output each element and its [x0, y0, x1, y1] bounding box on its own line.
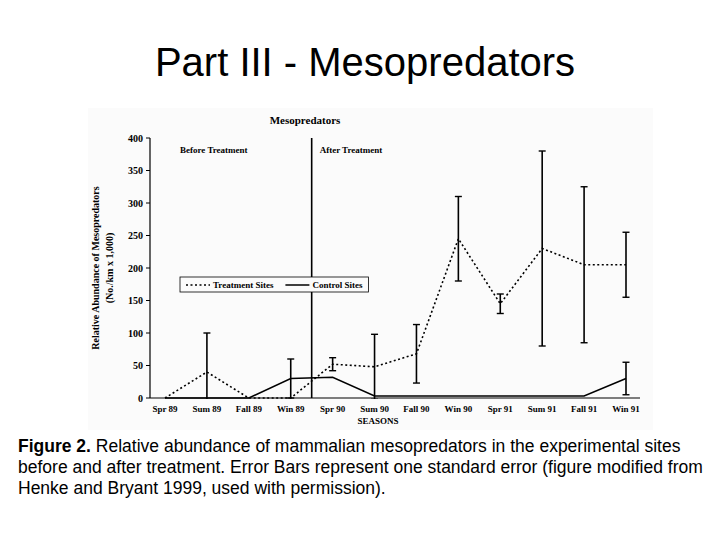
error-bar — [497, 294, 504, 314]
error-bar-cap — [287, 397, 294, 398]
x-tick-label: Spr 90 — [320, 404, 346, 414]
error-bar-cap — [623, 232, 630, 233]
x-tick-label: Fall 90 — [403, 404, 430, 414]
error-bar-cap — [455, 280, 462, 281]
x-tick-label: Sum 90 — [360, 404, 389, 414]
error-bar — [581, 187, 588, 343]
legend-swatch — [186, 284, 210, 286]
treatment-divider — [311, 138, 313, 398]
y-tick — [146, 365, 150, 366]
error-bar-cap — [623, 362, 630, 363]
error-bar-cap — [497, 293, 504, 294]
error-bar-cap — [329, 370, 336, 371]
error-bar-stem — [499, 294, 501, 314]
error-bar-cap — [623, 297, 630, 298]
y-tick-label: 250 — [128, 230, 143, 241]
marks — [165, 151, 630, 399]
legend-swatch — [285, 284, 309, 286]
error-bar-stem — [206, 333, 208, 399]
error-bar — [455, 197, 462, 282]
error-bar — [623, 232, 630, 297]
error-bar-stem — [625, 232, 627, 297]
error-bar — [329, 358, 336, 371]
caption-text: Relative abundance of mammalian mesopred… — [18, 436, 703, 498]
error-bar-stem — [374, 334, 376, 399]
error-bar-cap — [371, 334, 378, 335]
y-tick-label: 100 — [128, 328, 143, 339]
error-bar — [413, 325, 420, 384]
y-tick-label: 400 — [128, 133, 143, 144]
x-tick-label: Win 89 — [277, 404, 305, 414]
x-tick-label: Sum 91 — [528, 404, 557, 414]
error-bar-cap — [497, 313, 504, 314]
x-axis-label: SEASONS — [357, 416, 398, 426]
error-bar-cap — [203, 332, 210, 333]
y-tick-label: 50 — [133, 360, 143, 371]
error-bar — [287, 359, 294, 398]
chart-title: Mesopredators — [270, 114, 341, 126]
y-tick — [146, 398, 150, 399]
legend-label: Control Sites — [312, 280, 363, 290]
caption: Figure 2.Relative abundance of mammalian… — [18, 436, 708, 499]
y-tick — [146, 235, 150, 236]
error-bar-cap — [455, 196, 462, 197]
x-tick-label: Fall 89 — [236, 404, 263, 414]
legend-box — [180, 277, 369, 292]
error-bar-cap — [371, 399, 378, 400]
error-bar — [203, 333, 210, 399]
x-tick-label: Win 90 — [445, 404, 473, 414]
y-tick-label: 0 — [138, 393, 143, 404]
slide: {"slide": {"title": "Part III - Mesopred… — [0, 0, 720, 540]
error-bar-cap — [287, 358, 294, 359]
error-bar-stem — [541, 151, 543, 346]
chart-background — [88, 108, 653, 430]
series-line — [165, 239, 626, 398]
error-bar-cap — [581, 342, 588, 343]
error-bar-stem — [416, 325, 418, 384]
error-bar-cap — [623, 394, 630, 395]
x-tick-label: Win 91 — [612, 404, 640, 414]
error-bar — [623, 362, 630, 395]
x-tick-label: Spr 91 — [488, 404, 514, 414]
error-bar-stem — [458, 197, 460, 282]
before-label: Before Treatment — [180, 145, 248, 155]
y-axis-label: Relative Abundance of Mesopredators — [90, 186, 101, 350]
error-bar-cap — [413, 324, 420, 325]
error-bar-cap — [539, 345, 546, 346]
error-bar-cap — [581, 186, 588, 187]
y-tick-label: 150 — [128, 295, 143, 306]
error-bar — [371, 334, 378, 399]
legend-label: Treatment Sites — [213, 280, 274, 290]
y-tick — [146, 268, 150, 269]
y-tick — [146, 333, 150, 334]
error-bar-stem — [290, 359, 292, 398]
error-bar — [539, 151, 546, 346]
slide-title: Part III - Mesopredators — [0, 40, 720, 85]
y-tick — [146, 138, 150, 139]
y-tick — [146, 203, 150, 204]
series-line — [165, 377, 626, 398]
x-tick-label: Fall 91 — [571, 404, 598, 414]
x-tick-label: Spr 89 — [152, 404, 178, 414]
y-tick-label: 300 — [128, 198, 143, 209]
y-tick — [146, 300, 150, 301]
caption-label: Figure 2. — [18, 436, 91, 456]
legend: Treatment Sites Control Sites — [180, 277, 369, 292]
error-bar-stem — [332, 358, 334, 371]
y-tick-label: 350 — [128, 165, 143, 176]
x-tick-label: Sum 89 — [193, 404, 222, 414]
y-tick — [146, 170, 150, 171]
error-bar-stem — [625, 362, 627, 395]
after-label: After Treatment — [320, 145, 383, 155]
error-bar-cap — [539, 150, 546, 151]
y-tick-label: 200 — [128, 263, 143, 274]
y-axis-label: (No./km x 1,000) — [104, 233, 116, 304]
error-bar-cap — [329, 357, 336, 358]
error-bar-stem — [583, 187, 585, 343]
error-bar-cap — [413, 382, 420, 383]
